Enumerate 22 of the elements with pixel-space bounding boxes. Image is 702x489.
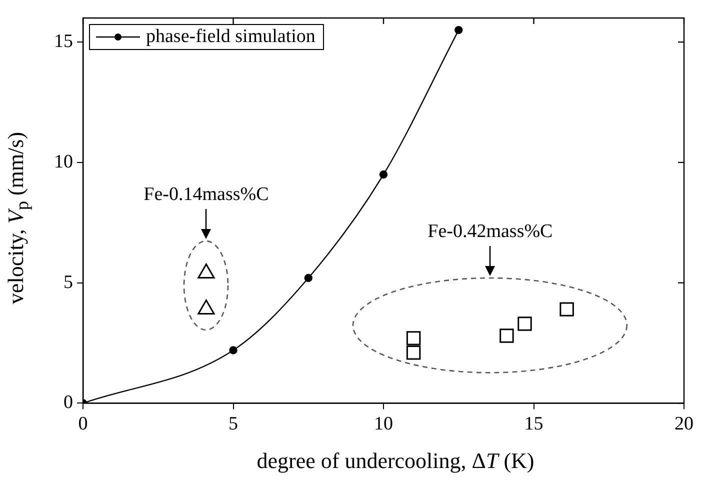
legend-label: phase-field simulation (146, 26, 316, 48)
point (518, 316, 532, 331)
annotation: Fe-0.14mass%C (144, 184, 269, 206)
point (406, 331, 421, 346)
point (304, 274, 312, 282)
y-tick-label: 15 (54, 31, 73, 52)
x-tick-label: 10 (374, 414, 393, 435)
point (500, 328, 514, 343)
point (406, 346, 421, 360)
y-tick-label: 5 (64, 272, 73, 293)
point (379, 170, 388, 179)
x-tick-label: 15 (524, 414, 544, 435)
y-tick-label: 0 (64, 392, 73, 414)
x-tick-label: 20 (674, 414, 694, 435)
y-tick-label: 10 (54, 151, 73, 172)
x-tick-label: 0 (78, 414, 88, 435)
point (454, 26, 463, 34)
x-tick-label: 5 (228, 414, 238, 435)
x-axis-title: degree of undercooling, ΔT (K) (256, 448, 536, 474)
point (560, 302, 574, 316)
annotation: Fe-0.42mass%C (428, 220, 553, 243)
point (229, 346, 238, 354)
